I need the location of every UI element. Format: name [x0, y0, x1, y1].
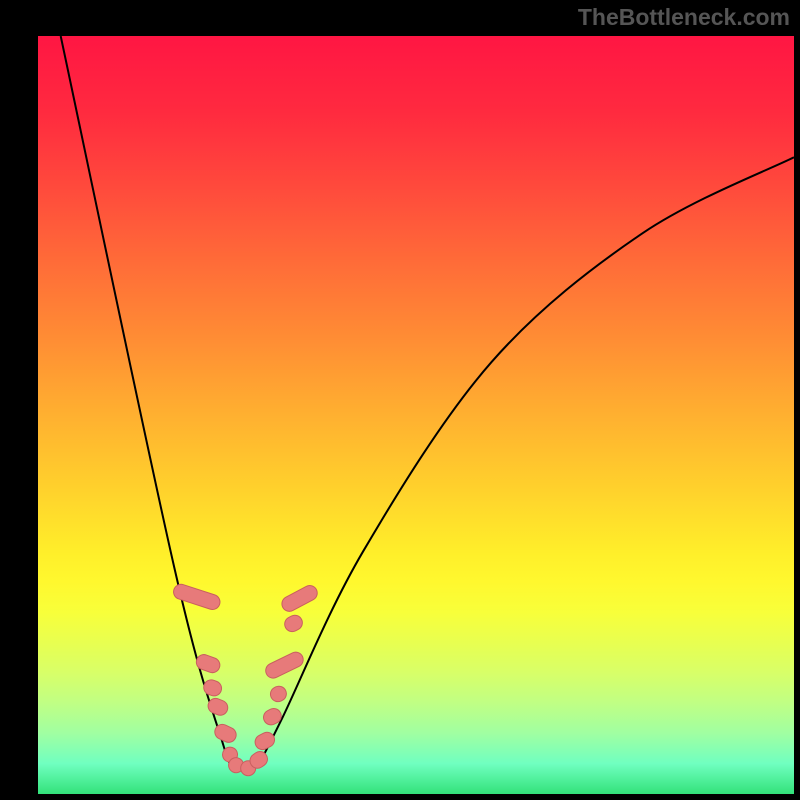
watermark: TheBottleneck.com: [578, 4, 790, 31]
marker-pill: [282, 613, 305, 635]
marker-pill: [194, 652, 222, 674]
marker-pill: [279, 583, 320, 614]
right-curve: [257, 157, 794, 767]
chart-curves: [38, 36, 794, 794]
marker-pill: [268, 684, 289, 704]
marker-pill: [263, 650, 306, 681]
marker-group: [172, 582, 320, 775]
plot-area: [38, 36, 794, 794]
marker-pill: [172, 582, 222, 611]
marker-pill: [202, 678, 224, 698]
marker-pill: [261, 706, 284, 728]
marker-pill: [252, 730, 277, 753]
